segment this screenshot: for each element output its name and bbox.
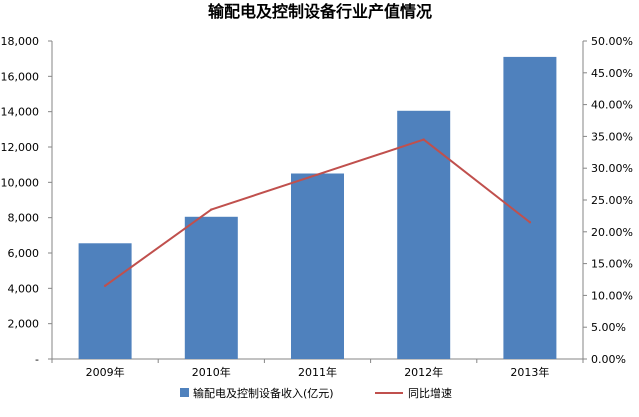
bar-series [78,56,557,360]
x-tick-label: 2010年 [192,365,231,379]
left-tick-label: 6,000 [8,247,40,260]
right-tick-label: 30.00% [591,162,633,175]
bar [78,243,132,359]
line-series [103,138,532,288]
chart-title: 输配电及控制设备行业产值情况 [208,2,432,21]
left-tick-label: 10,000 [1,176,40,189]
legend: 输配电及控制设备收入(亿元) 同比增速 [180,386,452,400]
right-tick-label: 25.00% [591,194,633,207]
line-point [528,221,532,224]
line-point [422,138,425,141]
left-tick-label: 4,000 [8,282,40,295]
axes: - 2,000 4,000 6,000 8,000 10,000 12,000 14,000 1… [1,35,633,379]
right-tick-label: 20.00% [591,226,633,239]
left-tick-label: 18,000 [1,35,40,48]
line-point [316,173,319,176]
right-tick-label: 15.00% [591,258,633,271]
left-tick-label: 14,000 [1,106,40,119]
right-tick-label: 0.00% [591,353,626,366]
legend-bar-label: 输配电及控制设备收入(亿元) [193,386,334,400]
left-tick-label: 16,000 [1,70,40,83]
right-tick-label: 5.00% [591,321,626,334]
x-tick-label: 2009年 [86,365,125,379]
line-point [103,284,107,288]
x-tick-label: 2013年 [510,365,549,379]
right-tick-label: 10.00% [591,289,633,302]
left-tick-label: - [35,353,39,366]
line-point [210,208,213,211]
right-tick-label: 50.00% [591,35,633,48]
bar [184,216,238,359]
x-tick-label: 2011年 [298,365,337,379]
left-tick-label: 8,000 [8,212,40,225]
left-tick-label: 12,000 [1,141,40,154]
right-tick-label: 35.00% [591,130,633,143]
bar [291,173,344,359]
left-tick-label: 2,000 [8,318,40,331]
right-tick-label: 45.00% [591,67,633,80]
right-tick-label: 40.00% [591,99,633,112]
legend-bar-swatch [180,388,189,397]
bar [397,110,451,360]
legend-line-label: 同比增速 [408,386,452,400]
x-tick-label: 2012年 [404,365,443,379]
